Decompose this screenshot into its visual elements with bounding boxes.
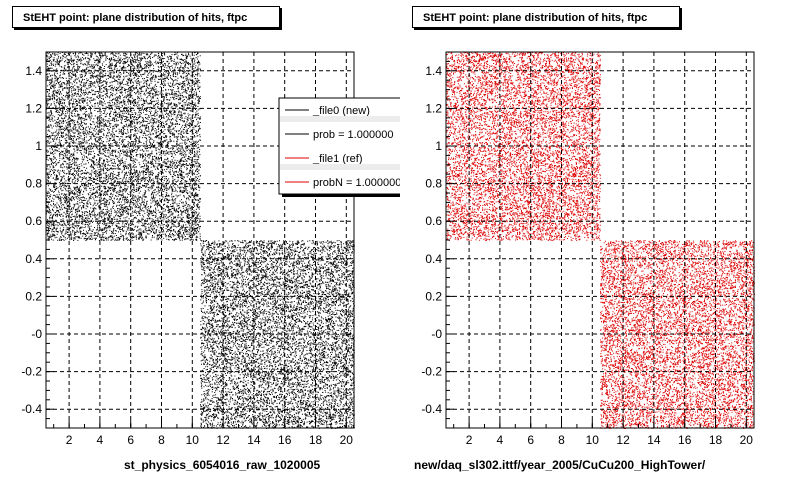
- legend-entry-label: _file1 (ref): [312, 153, 363, 165]
- x-tick-label: 20: [340, 433, 354, 447]
- y-tick-label: 0.6: [25, 214, 42, 228]
- x-tick-label: 8: [558, 433, 565, 447]
- y-tick-label: 1.4: [425, 64, 442, 78]
- y-tick-label: 0.2: [425, 289, 442, 303]
- legend: [278, 97, 400, 195]
- y-tick-label: 0.8: [425, 177, 442, 191]
- x-tick-label: 16: [278, 433, 292, 447]
- left-x-axis-label: st_physics_6054016_raw_1020005: [124, 458, 321, 472]
- y-tick-label: 0.6: [425, 214, 442, 228]
- y-tick-label: 0.4: [425, 252, 442, 266]
- x-tick-label: 10: [586, 433, 600, 447]
- y-tick-label: 1.2: [425, 101, 442, 115]
- x-tick-label: 14: [647, 433, 661, 447]
- right-x-axis-label: new/daq_sl302.ittf/year_2005/CuCu200_Hig…: [414, 458, 706, 472]
- legend-entry-label: _file0 (new): [312, 105, 370, 117]
- right-scatter-plot: -0.4 -0.2 -0 0.2 0.4 0.6 0.8 1 1.2 1.4 2 4 6 8 10 12 14 1…: [421, 51, 755, 447]
- x-tick-label: 12: [616, 433, 630, 447]
- y-tick-label: 1.4: [25, 64, 42, 78]
- x-tick-label: 14: [247, 433, 261, 447]
- legend-band: [280, 116, 400, 122]
- x-tick-label: 6: [527, 433, 534, 447]
- y-tick-label: -0: [431, 327, 442, 341]
- x-tick-label: 2: [66, 433, 73, 447]
- y-tick-label: -0: [31, 327, 42, 341]
- y-tick-label: -0.4: [421, 402, 442, 416]
- y-tick-label: -0.2: [421, 365, 442, 379]
- x-tick-label: 12: [216, 433, 230, 447]
- x-tick-label: 8: [158, 433, 165, 447]
- legend-band: [280, 164, 400, 170]
- x-tick-label: 20: [740, 433, 754, 447]
- y-tick-label: 1.2: [25, 101, 42, 115]
- x-tick-label: 4: [497, 433, 504, 447]
- x-tick-label: 18: [309, 433, 323, 447]
- y-tick-label: -0.4: [21, 402, 42, 416]
- left-plot-title: StEHT point: plane distribution of hits,…: [12, 6, 280, 28]
- data-points-region-1: [46, 52, 201, 241]
- x-tick-label: 16: [678, 433, 692, 447]
- legend-entry-label: probN = 1.000000: [313, 177, 400, 189]
- data-points-region-2: [600, 240, 755, 429]
- x-tick-label: 6: [127, 433, 134, 447]
- y-tick-label: 0.4: [25, 252, 42, 266]
- y-tick-label: -0.2: [21, 365, 42, 379]
- y-tick-label: 1: [435, 139, 442, 153]
- y-tick-label: 0.2: [25, 289, 42, 303]
- x-tick-label: 18: [709, 433, 723, 447]
- right-plot-title: StEHT point: plane distribution of hits,…: [412, 6, 680, 28]
- x-tick-label: 2: [466, 433, 473, 447]
- data-points-region-1: [446, 52, 601, 241]
- y-tick-label: 1: [35, 139, 42, 153]
- y-tick-label: 0.8: [25, 177, 42, 191]
- left-scatter-plot: -0.4 -0.2 -0 0.2 0.4 0.6 0.8 1 1.2 1.4 2 4 6 8 10 12 14 1…: [21, 51, 400, 447]
- x-tick-label: 4: [97, 433, 104, 447]
- x-tick-label: 10: [186, 433, 200, 447]
- legend-entry-label: prob = 1.000000: [313, 129, 393, 141]
